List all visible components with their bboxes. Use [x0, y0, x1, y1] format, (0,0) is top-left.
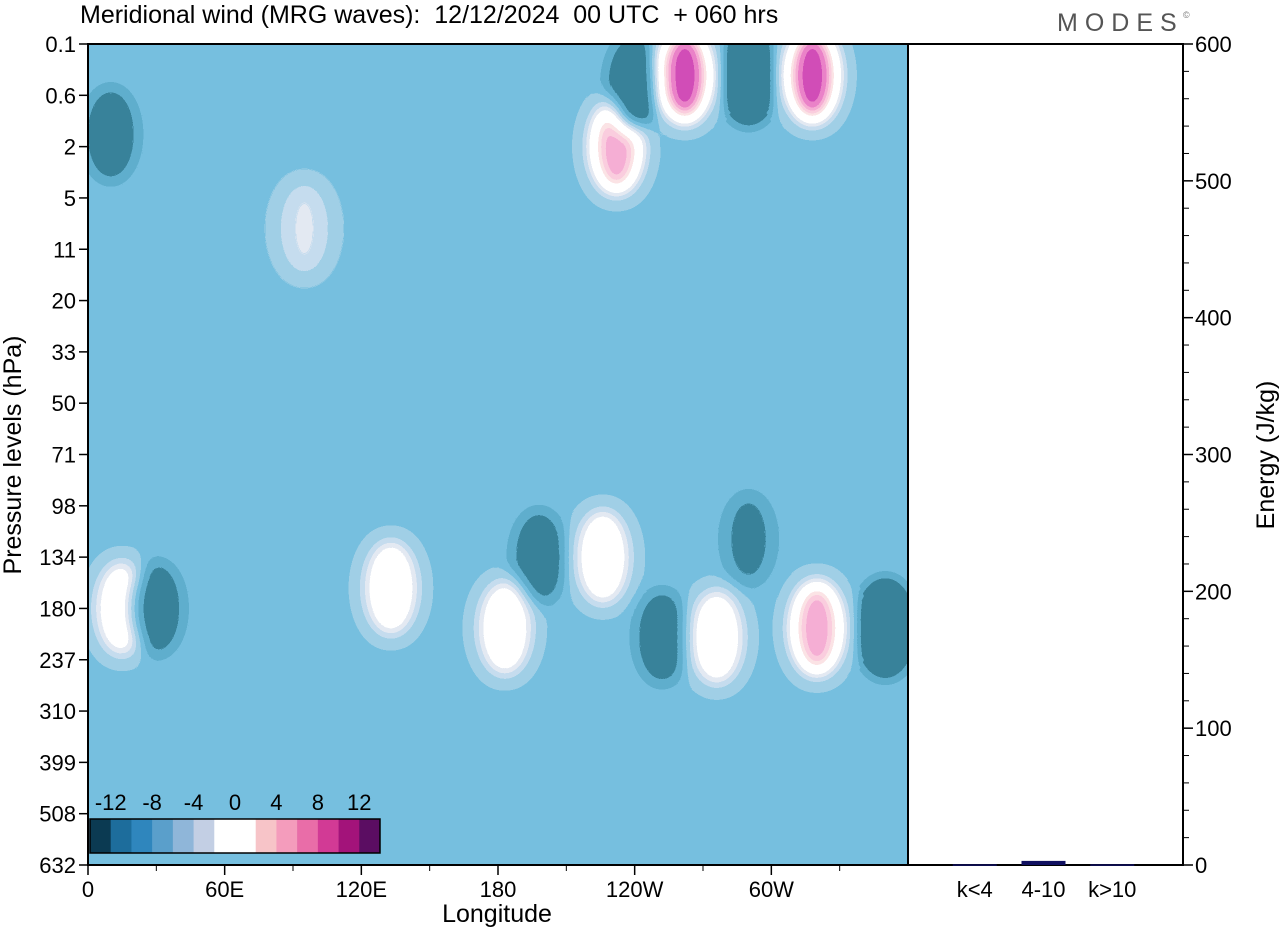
- energy-category-label: 4-10: [1021, 877, 1065, 902]
- colorbar-swatch: [131, 819, 153, 853]
- field-blob-8: [636, 589, 688, 686]
- x-axis: 0 60E 120E 180 120W 60W: [82, 865, 841, 902]
- y-tick-label: 237: [39, 648, 76, 673]
- colorbar-swatch: [297, 819, 319, 853]
- energy-category-label: k>10: [1088, 877, 1136, 902]
- y-tick-label: 399: [39, 750, 76, 775]
- field-blob-2: [88, 86, 137, 183]
- field-blob-1: [130, 560, 183, 657]
- energy-category-label: k<4: [957, 877, 993, 902]
- y-tick-label: 20: [52, 289, 76, 314]
- field-blob-16: [786, 44, 839, 124]
- energy-bar: [1021, 860, 1066, 865]
- colorbar-label: -12: [95, 790, 127, 815]
- y-tick-label: 71: [52, 443, 76, 468]
- y-tick-label: 508: [39, 802, 76, 827]
- colorbar-swatch: [359, 819, 381, 853]
- y-tick-label: 632: [39, 853, 76, 878]
- colorbar-swatch: [214, 819, 236, 853]
- colorbar-label: -4: [184, 790, 204, 815]
- energy-tick-label: 500: [1195, 169, 1232, 194]
- modes-logo: MODES: [1057, 9, 1184, 37]
- y-tick-label: 11: [53, 237, 76, 262]
- colorbar-swatch: [193, 819, 215, 853]
- energy-panel-border: [907, 43, 1184, 866]
- x-tick-label: 180: [480, 877, 517, 902]
- field-blob-14: [658, 44, 711, 124]
- field-blob-3: [278, 180, 331, 277]
- field-blob-5: [478, 580, 531, 677]
- energy-tick-label: 400: [1195, 306, 1232, 331]
- y-tick-label: 310: [39, 699, 76, 724]
- colorbar-swatch: [255, 819, 277, 853]
- field-blob-11: [790, 580, 843, 677]
- field-blob-17: [608, 44, 661, 132]
- x-tick-label: 0: [82, 877, 94, 902]
- energy-tick-label: 100: [1195, 716, 1232, 741]
- y-tick-label: 0.1: [45, 32, 76, 57]
- field-blob-6: [513, 509, 565, 606]
- energy-bars: k<4 4-10 k>10: [952, 860, 1136, 902]
- colorbar: -12 -8 -4 0 4 8 12: [89, 790, 381, 854]
- colorbar-label: -8: [142, 790, 162, 815]
- colorbar-swatch: [172, 819, 194, 853]
- colorbar-swatch: [317, 819, 339, 853]
- y-axis: 0.1 0.6 2 5 11 20 33 50 71 98 134 180 237 310 399 508 63…: [39, 32, 88, 878]
- energy-tick-label: 200: [1195, 579, 1232, 604]
- y-tick-label: 2: [64, 135, 76, 160]
- field-blob-10: [722, 491, 775, 588]
- energy-tick-label: 0: [1195, 853, 1207, 878]
- x-tick-label: 60W: [749, 877, 794, 902]
- energy-tick-label: 600: [1195, 32, 1232, 57]
- field-blob-15: [722, 44, 775, 124]
- energy-axis: 0 100 200 300 400 500 600: [1183, 32, 1232, 878]
- colorbar-label: 12: [347, 790, 371, 815]
- logo-mark: ©: [1183, 10, 1190, 20]
- energy-tick-label: 300: [1195, 443, 1232, 468]
- y-tick-label: 50: [52, 391, 76, 416]
- colorbar-label: 0: [229, 790, 241, 815]
- energy-axis-label: Energy (J/kg): [1252, 381, 1280, 530]
- y-tick-label: 0.6: [45, 83, 76, 108]
- y-tick-label: 98: [52, 494, 76, 519]
- colorbar-swatch: [338, 819, 360, 853]
- colorbar-border: [89, 818, 381, 854]
- energy-bar: [952, 864, 997, 866]
- energy-bar: [1090, 864, 1135, 866]
- y-tick-label: 180: [39, 596, 76, 621]
- wind-field: [88, 44, 908, 865]
- chart-title: Meridional wind (MRG waves): 12/12/2024 …: [80, 1, 779, 29]
- colorbar-swatch: [276, 819, 298, 853]
- field-blob-4: [364, 539, 417, 636]
- y-tick-label: 33: [52, 340, 76, 365]
- field-blob-9: [690, 589, 743, 686]
- colorbar-swatch: [90, 819, 112, 853]
- y-tick-label: 134: [39, 545, 76, 570]
- colorbar-swatch: [235, 819, 257, 853]
- colorbar-swatch: [152, 819, 174, 853]
- field-blob-7: [576, 509, 629, 606]
- x-tick-label: 120E: [336, 877, 387, 902]
- field-blob-12: [859, 580, 908, 677]
- x-tick-label: 60E: [205, 877, 244, 902]
- x-axis-label: Longitude: [442, 900, 552, 928]
- y-axis-label: Pressure levels (hPa): [0, 336, 27, 575]
- x-tick-label: 120W: [606, 877, 664, 902]
- colorbar-label: 4: [270, 790, 282, 815]
- colorbar-swatch: [110, 819, 132, 853]
- colorbar-label: 8: [312, 790, 324, 815]
- y-tick-label: 5: [64, 186, 76, 211]
